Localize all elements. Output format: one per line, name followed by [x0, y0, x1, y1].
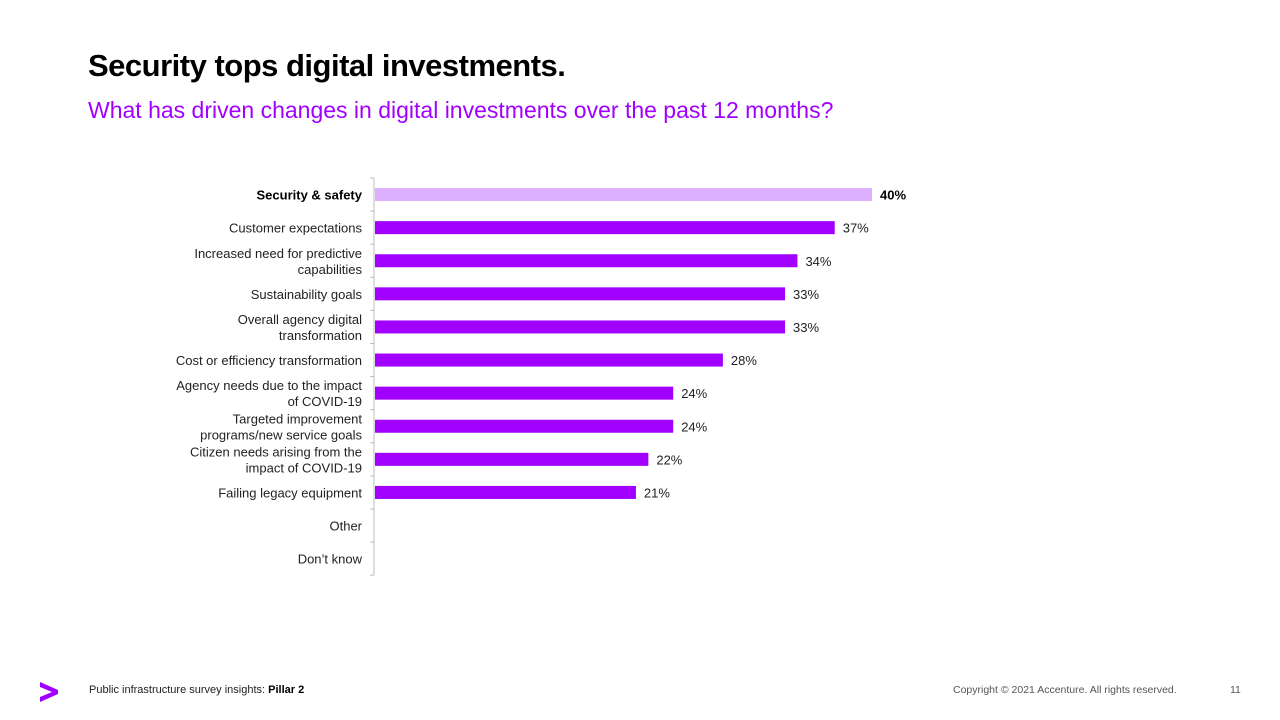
footer-deck-label: Public infrastructure survey insights: P…	[89, 684, 304, 696]
category-label-line: programs/new service goals	[200, 427, 362, 442]
footer-deck-text: Public infrastructure survey insights:	[89, 684, 269, 696]
accenture-chevron-icon	[40, 682, 58, 702]
value-label-9: 21%	[644, 485, 670, 500]
value-label-1: 37%	[843, 221, 869, 236]
value-label-2: 34%	[805, 254, 831, 269]
value-label-4: 33%	[793, 320, 819, 335]
category-label-line: Security & safety	[257, 188, 363, 203]
category-label-line: Don’t know	[298, 552, 363, 567]
category-label-line: Other	[329, 519, 362, 534]
value-label-6: 24%	[681, 386, 707, 401]
category-label-5: Cost or efficiency transformation	[176, 353, 362, 368]
bar-5	[375, 353, 723, 367]
bar-7	[375, 419, 674, 433]
category-label-3: Sustainability goals	[251, 287, 363, 302]
category-label-4: Overall agency digital transformation	[238, 312, 362, 343]
category-label-line: Citizen needs arising from the	[190, 444, 362, 459]
category-label-line: Increased need for predictive	[194, 246, 362, 261]
page-subtitle: What has driven changes in digital inves…	[88, 97, 834, 123]
category-label-line: capabilities	[298, 262, 363, 277]
category-label-line: transformation	[279, 328, 362, 343]
category-label-7: Targeted improvement programs/new service…	[200, 411, 362, 442]
category-label-line: Customer expectations	[229, 221, 362, 236]
category-label-line: Failing legacy equipment	[218, 485, 362, 500]
category-label-6: Agency needs due to the impact of COVID-1…	[176, 378, 362, 409]
category-label-1: Customer expectations	[229, 221, 362, 236]
category-label-line: of COVID-19	[288, 394, 362, 409]
category-label-line: Cost or efficiency transformation	[176, 353, 362, 368]
bar-1	[375, 221, 835, 235]
bar-4	[375, 320, 786, 334]
value-label-0: 40%	[880, 188, 906, 203]
category-label-9: Failing legacy equipment	[218, 485, 362, 500]
category-label-line: impact of COVID-19	[246, 460, 362, 475]
chart-bars	[375, 188, 872, 499]
category-label-11: Don’t know	[298, 552, 363, 567]
bar-2	[375, 254, 798, 268]
footer-pillar-label: Pillar 2	[268, 684, 305, 696]
value-label-3: 33%	[793, 287, 819, 302]
bar-8	[375, 452, 649, 466]
value-label-7: 24%	[681, 419, 707, 434]
category-labels: Security & safety Customer expectations In…	[176, 188, 363, 567]
bar-3	[375, 287, 786, 301]
category-label-0: Security & safety	[257, 188, 363, 203]
category-label-10: Other	[329, 519, 362, 534]
value-labels: 40% 37% 34% 33% 33% 28% 24% 24% 22% 21%	[644, 188, 907, 501]
copyright-text: Copyright © 2021 Accenture. All rights r…	[953, 684, 1177, 696]
bar-6	[375, 386, 674, 400]
category-label-2: Increased need for predictive capabilitie…	[194, 246, 362, 277]
bar-chart: Security & safety Customer expectations In…	[176, 177, 907, 576]
category-label-8: Citizen needs arising from the impact of …	[190, 444, 362, 475]
category-label-line: Agency needs due to the impact	[176, 378, 362, 393]
value-label-5: 28%	[731, 353, 757, 368]
value-label-8: 22%	[656, 452, 682, 467]
bar-9	[375, 485, 636, 499]
chart-axis	[370, 177, 375, 576]
page-title: Security tops digital investments.	[88, 48, 566, 83]
page-number: 11	[1230, 684, 1241, 696]
category-label-line: Sustainability goals	[251, 287, 363, 302]
bar-0	[375, 188, 872, 202]
category-label-line: Targeted improvement	[233, 411, 363, 426]
category-label-line: Overall agency digital	[238, 312, 362, 327]
